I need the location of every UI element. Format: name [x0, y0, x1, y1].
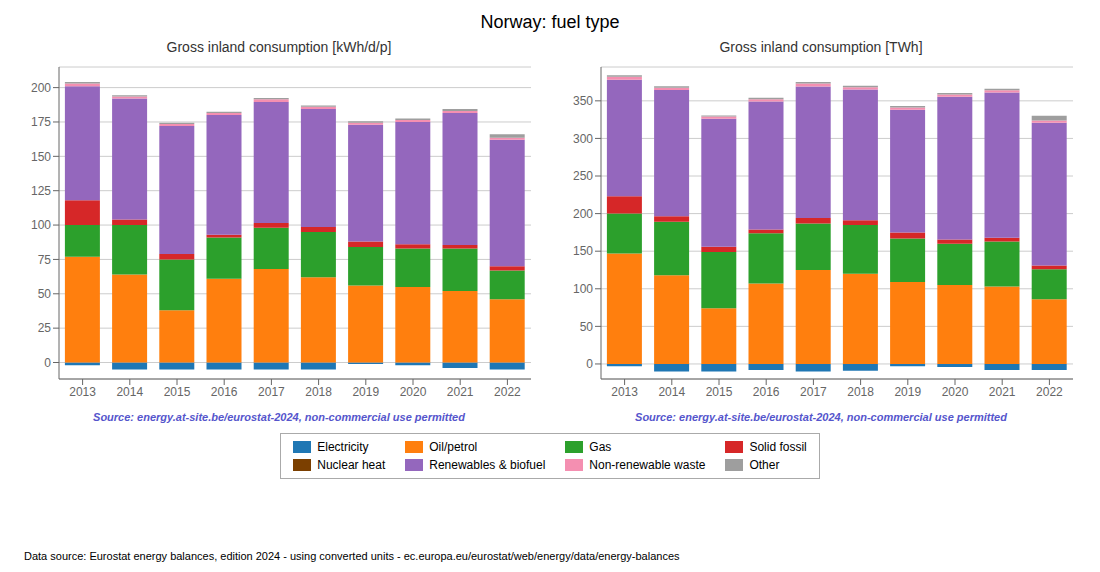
svg-text:25: 25 — [38, 321, 52, 335]
svg-text:50: 50 — [38, 287, 52, 301]
svg-text:2013: 2013 — [611, 385, 638, 399]
svg-text:2016: 2016 — [211, 385, 238, 399]
svg-text:0: 0 — [586, 357, 593, 371]
svg-text:100: 100 — [31, 218, 51, 232]
svg-text:2015: 2015 — [706, 385, 733, 399]
svg-text:2020: 2020 — [942, 385, 969, 399]
svg-text:2017: 2017 — [800, 385, 827, 399]
svg-text:50: 50 — [580, 320, 594, 334]
svg-text:2017: 2017 — [258, 385, 285, 399]
svg-text:350: 350 — [573, 94, 593, 108]
svg-text:2016: 2016 — [753, 385, 780, 399]
svg-text:125: 125 — [31, 184, 51, 198]
html-text:Oil/petrol: Oil/petrol — [429, 440, 478, 454]
svg-text:0: 0 — [44, 356, 51, 370]
svg-text:2020: 2020 — [400, 385, 427, 399]
svg-text:2014: 2014 — [658, 385, 685, 399]
html-text:Gas: Gas — [589, 440, 612, 454]
svg-text:150: 150 — [31, 150, 51, 164]
svg-text:2018: 2018 — [847, 385, 874, 399]
html-text:Solid fossil: Solid fossil — [749, 440, 807, 454]
svg-text:200: 200 — [31, 81, 51, 95]
svg-text:175: 175 — [31, 115, 51, 129]
html-text:Gross inland consumption [TWh]: Gross inland consumption [TWh] — [719, 39, 923, 55]
svg-text:2021: 2021 — [989, 385, 1016, 399]
svg-text:2019: 2019 — [894, 385, 921, 399]
html-text:Non-renewable waste: Non-renewable waste — [589, 458, 706, 472]
svg-text:2019: 2019 — [352, 385, 379, 399]
svg-text:2022: 2022 — [494, 385, 521, 399]
html-text:Electricity: Electricity — [317, 440, 369, 454]
svg-text:75: 75 — [38, 253, 52, 267]
svg-text:200: 200 — [573, 207, 593, 221]
svg-text:2021: 2021 — [447, 385, 474, 399]
html-text:Data source: Eurostat energy b: Data source: Eurostat energy balances, e… — [24, 550, 680, 562]
svg-text:2013: 2013 — [69, 385, 96, 399]
html-text:Norway: fuel type: Norway: fuel type — [480, 12, 620, 32]
html-text:Source: energy.at-site.be/euro: Source: energy.at-site.be/eurostat-2024,… — [93, 411, 465, 423]
html-text:Nuclear heat: Nuclear heat — [317, 458, 386, 472]
svg-text:2015: 2015 — [164, 385, 191, 399]
svg-text:150: 150 — [573, 244, 593, 258]
svg-text:250: 250 — [573, 169, 593, 183]
html-text:Other: Other — [749, 458, 780, 472]
html-text:Renewables & biofuel: Renewables & biofuel — [429, 458, 546, 472]
svg-text:2014: 2014 — [116, 385, 143, 399]
svg-text:100: 100 — [573, 282, 593, 296]
svg-text:300: 300 — [573, 132, 593, 146]
html-text:Source: energy.at-site.be/euro: Source: energy.at-site.be/eurostat-2024,… — [635, 411, 1007, 423]
svg-text:2022: 2022 — [1036, 385, 1063, 399]
svg-text:2018: 2018 — [305, 385, 332, 399]
html-text:Gross inland consumption [kWh/: Gross inland consumption [kWh/d/p] — [166, 39, 392, 55]
